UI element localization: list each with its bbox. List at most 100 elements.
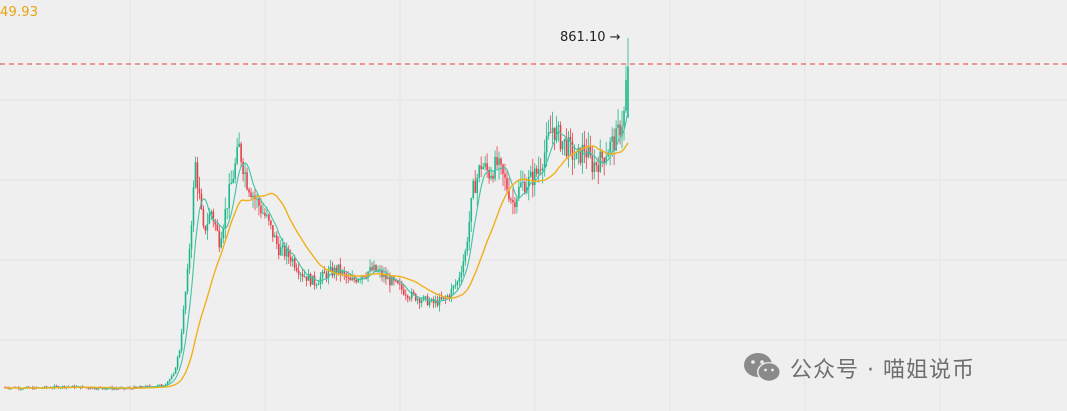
candle-body <box>426 296 429 306</box>
candle-body <box>278 243 280 256</box>
candle-body <box>270 220 272 226</box>
candle-body <box>418 298 421 303</box>
candle-body <box>506 177 508 190</box>
candle-body <box>502 164 504 174</box>
candle-body <box>478 165 480 178</box>
candle-body <box>466 241 469 252</box>
candle-body <box>510 199 512 201</box>
candle-body <box>168 379 171 382</box>
candle-body <box>404 294 407 296</box>
candle-body <box>299 274 302 276</box>
candle-body <box>531 171 534 186</box>
candle-body <box>611 136 613 142</box>
candle-body <box>220 238 223 248</box>
candle-body <box>238 143 240 148</box>
candle-body <box>325 273 328 279</box>
candle-body <box>416 298 419 301</box>
candle-body <box>522 182 524 184</box>
candle-body <box>539 169 542 171</box>
candle-body <box>194 162 197 188</box>
candle-body <box>228 184 231 209</box>
candle-body <box>22 388 24 390</box>
candle-body <box>571 141 574 160</box>
candle-body <box>349 277 352 281</box>
candle-body <box>486 163 488 170</box>
candle-body <box>182 309 185 333</box>
candle-body <box>456 281 459 286</box>
candle-body <box>408 298 411 300</box>
candle-body <box>581 144 584 163</box>
candle-body <box>567 136 570 157</box>
candle-body <box>458 277 461 282</box>
candle-body <box>172 373 175 376</box>
candle-body <box>210 211 213 215</box>
candle-body <box>55 385 58 387</box>
candle-body <box>533 168 536 186</box>
candle-body <box>166 381 169 385</box>
candle-body <box>402 289 405 295</box>
candle-body <box>619 124 621 136</box>
candle-body <box>289 256 292 262</box>
candle-body <box>621 126 623 136</box>
candle-body <box>512 199 514 203</box>
candle-body <box>208 214 211 224</box>
candle-body <box>617 124 619 129</box>
candle-body <box>591 155 594 173</box>
candle-body <box>468 221 471 242</box>
candle-body <box>226 208 229 210</box>
candle-body <box>627 66 629 118</box>
candle-body <box>244 172 246 174</box>
candle-body <box>222 227 225 239</box>
candle-body <box>395 280 397 282</box>
candle-body <box>482 166 484 170</box>
candle-body <box>212 211 215 222</box>
candle-body <box>20 388 22 390</box>
candle-body <box>529 171 532 177</box>
candle-body <box>317 283 320 285</box>
candle-body <box>135 386 137 388</box>
candle-body <box>281 245 284 248</box>
candle-body <box>141 386 143 388</box>
candle-body <box>198 188 201 194</box>
candle-body <box>488 169 490 179</box>
candle-body <box>176 357 179 368</box>
candle-body <box>335 267 338 274</box>
candle-body <box>232 178 234 183</box>
candle-body <box>252 195 254 198</box>
candle-body <box>623 110 625 127</box>
candle-body <box>287 248 290 257</box>
candle-body <box>424 296 427 298</box>
candle-body <box>553 127 556 141</box>
candle-body <box>248 189 250 193</box>
candle-body <box>595 162 598 166</box>
candle-body <box>561 141 564 150</box>
candle-body <box>242 161 244 174</box>
candle-body <box>559 125 562 150</box>
candle-body <box>272 225 274 238</box>
candle-body <box>589 146 592 156</box>
candle-body <box>196 162 199 189</box>
candle-body <box>472 180 475 199</box>
candle-body <box>389 277 391 286</box>
candle-body <box>188 248 191 269</box>
candle-body <box>496 157 498 166</box>
candle-body <box>303 276 306 278</box>
candle-body <box>202 208 205 226</box>
candle-body <box>543 152 546 168</box>
candle-body <box>609 141 611 153</box>
candle-body <box>279 247 282 256</box>
wechat-icon <box>744 353 781 382</box>
candle-body <box>585 151 588 158</box>
candle-body <box>377 270 379 272</box>
candle-body <box>450 288 453 297</box>
candle-body <box>285 248 288 257</box>
candle-body <box>498 158 500 166</box>
candle-body <box>293 258 296 268</box>
candle-body <box>615 128 617 151</box>
high-price-marker: 861.10 → <box>560 30 621 45</box>
candle-body <box>160 384 163 387</box>
candle-body <box>369 267 371 272</box>
candle-body <box>436 300 439 306</box>
candle-body <box>492 175 494 179</box>
